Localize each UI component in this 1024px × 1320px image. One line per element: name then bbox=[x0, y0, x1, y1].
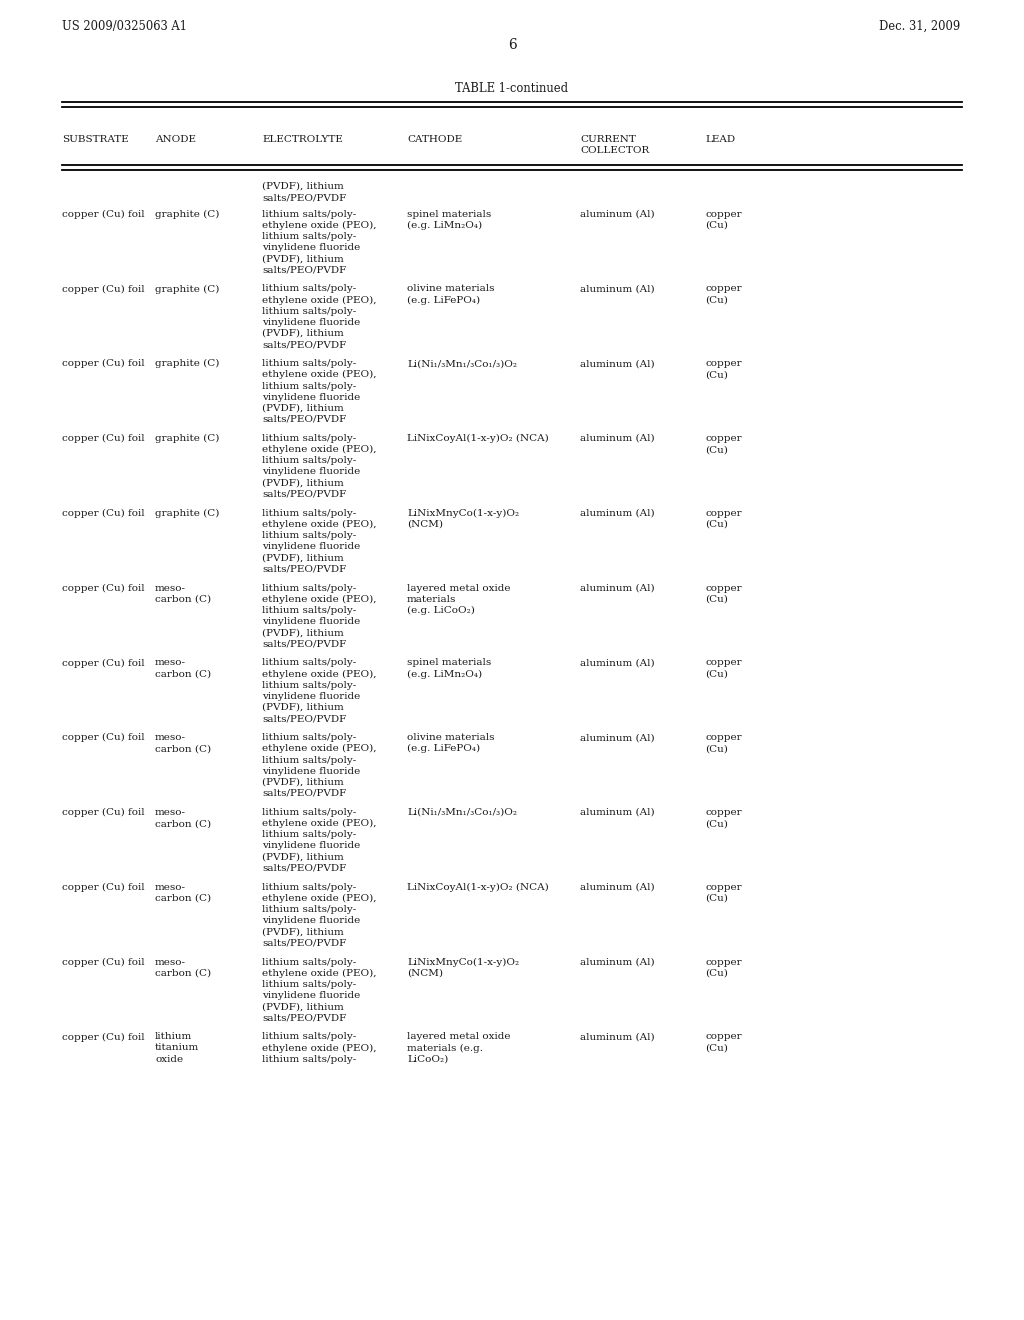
Text: copper
(Cu): copper (Cu) bbox=[705, 434, 741, 454]
Text: aluminum (Al): aluminum (Al) bbox=[580, 434, 654, 444]
Text: copper
(Cu): copper (Cu) bbox=[705, 883, 741, 903]
Text: copper (Cu) foil: copper (Cu) foil bbox=[62, 583, 144, 593]
Text: lithium salts/poly-
ethylene oxide (PEO),
lithium salts/poly-
vinylidene fluorid: lithium salts/poly- ethylene oxide (PEO)… bbox=[262, 508, 377, 573]
Text: copper (Cu) foil: copper (Cu) foil bbox=[62, 359, 144, 368]
Text: LiNixMnyCo(1-x-y)O₂
(NCM): LiNixMnyCo(1-x-y)O₂ (NCM) bbox=[407, 508, 519, 529]
Text: copper (Cu) foil: copper (Cu) foil bbox=[62, 434, 144, 444]
Text: meso-
carbon (C): meso- carbon (C) bbox=[155, 808, 211, 828]
Text: TABLE 1-continued: TABLE 1-continued bbox=[456, 82, 568, 95]
Text: 6: 6 bbox=[508, 38, 516, 51]
Text: lithium salts/poly-
ethylene oxide (PEO),
lithium salts/poly-
vinylidene fluorid: lithium salts/poly- ethylene oxide (PEO)… bbox=[262, 583, 377, 648]
Text: ANODE: ANODE bbox=[155, 135, 196, 144]
Text: copper
(Cu): copper (Cu) bbox=[705, 359, 741, 379]
Text: lithium salts/poly-
ethylene oxide (PEO),
lithium salts/poly-
vinylidene fluorid: lithium salts/poly- ethylene oxide (PEO)… bbox=[262, 808, 377, 873]
Text: aluminum (Al): aluminum (Al) bbox=[580, 284, 654, 293]
Text: aluminum (Al): aluminum (Al) bbox=[580, 808, 654, 817]
Text: copper
(Cu): copper (Cu) bbox=[705, 583, 741, 603]
Text: aluminum (Al): aluminum (Al) bbox=[580, 583, 654, 593]
Text: aluminum (Al): aluminum (Al) bbox=[580, 733, 654, 742]
Text: aluminum (Al): aluminum (Al) bbox=[580, 659, 654, 668]
Text: copper (Cu) foil: copper (Cu) foil bbox=[62, 659, 144, 668]
Text: Li(Ni₁/₃Mn₁/₃Co₁/₃)O₂: Li(Ni₁/₃Mn₁/₃Co₁/₃)O₂ bbox=[407, 359, 517, 368]
Text: CATHODE: CATHODE bbox=[407, 135, 462, 144]
Text: graphite (C): graphite (C) bbox=[155, 284, 219, 293]
Text: aluminum (Al): aluminum (Al) bbox=[580, 883, 654, 892]
Text: lithium salts/poly-
ethylene oxide (PEO),
lithium salts/poly-
vinylidene fluorid: lithium salts/poly- ethylene oxide (PEO)… bbox=[262, 434, 377, 499]
Text: aluminum (Al): aluminum (Al) bbox=[580, 957, 654, 966]
Text: layered metal oxide
materials (e.g.
LiCoO₂): layered metal oxide materials (e.g. LiCo… bbox=[407, 1032, 511, 1064]
Text: graphite (C): graphite (C) bbox=[155, 508, 219, 517]
Text: meso-
carbon (C): meso- carbon (C) bbox=[155, 957, 211, 978]
Text: graphite (C): graphite (C) bbox=[155, 210, 219, 219]
Text: copper (Cu) foil: copper (Cu) foil bbox=[62, 210, 144, 219]
Text: meso-
carbon (C): meso- carbon (C) bbox=[155, 883, 211, 903]
Text: olivine materials
(e.g. LiFePO₄): olivine materials (e.g. LiFePO₄) bbox=[407, 284, 495, 305]
Text: lithium salts/poly-
ethylene oxide (PEO),
lithium salts/poly-
vinylidene fluorid: lithium salts/poly- ethylene oxide (PEO)… bbox=[262, 659, 377, 723]
Text: SUBSTRATE: SUBSTRATE bbox=[62, 135, 129, 144]
Text: copper
(Cu): copper (Cu) bbox=[705, 733, 741, 754]
Text: lithium salts/poly-
ethylene oxide (PEO),
lithium salts/poly-
vinylidene fluorid: lithium salts/poly- ethylene oxide (PEO)… bbox=[262, 883, 377, 948]
Text: graphite (C): graphite (C) bbox=[155, 434, 219, 444]
Text: lithium salts/poly-
ethylene oxide (PEO),
lithium salts/poly-
vinylidene fluorid: lithium salts/poly- ethylene oxide (PEO)… bbox=[262, 359, 377, 424]
Text: LiNixMnyCo(1-x-y)O₂
(NCM): LiNixMnyCo(1-x-y)O₂ (NCM) bbox=[407, 957, 519, 978]
Text: meso-
carbon (C): meso- carbon (C) bbox=[155, 733, 211, 754]
Text: copper (Cu) foil: copper (Cu) foil bbox=[62, 284, 144, 293]
Text: copper
(Cu): copper (Cu) bbox=[705, 659, 741, 678]
Text: LiNixCoyAl(1-x-y)O₂ (NCA): LiNixCoyAl(1-x-y)O₂ (NCA) bbox=[407, 883, 549, 892]
Text: copper (Cu) foil: copper (Cu) foil bbox=[62, 808, 144, 817]
Text: graphite (C): graphite (C) bbox=[155, 359, 219, 368]
Text: aluminum (Al): aluminum (Al) bbox=[580, 508, 654, 517]
Text: copper
(Cu): copper (Cu) bbox=[705, 284, 741, 305]
Text: meso-
carbon (C): meso- carbon (C) bbox=[155, 659, 211, 678]
Text: meso-
carbon (C): meso- carbon (C) bbox=[155, 583, 211, 603]
Text: olivine materials
(e.g. LiFePO₄): olivine materials (e.g. LiFePO₄) bbox=[407, 733, 495, 754]
Text: LEAD: LEAD bbox=[705, 135, 735, 144]
Text: spinel materials
(e.g. LiMn₂O₄): spinel materials (e.g. LiMn₂O₄) bbox=[407, 210, 492, 230]
Text: lithium salts/poly-
ethylene oxide (PEO),
lithium salts/poly-: lithium salts/poly- ethylene oxide (PEO)… bbox=[262, 1032, 377, 1064]
Text: lithium salts/poly-
ethylene oxide (PEO),
lithium salts/poly-
vinylidene fluorid: lithium salts/poly- ethylene oxide (PEO)… bbox=[262, 210, 377, 275]
Text: (PVDF), lithium
salts/PEO/PVDF: (PVDF), lithium salts/PEO/PVDF bbox=[262, 182, 346, 202]
Text: copper
(Cu): copper (Cu) bbox=[705, 1032, 741, 1052]
Text: copper (Cu) foil: copper (Cu) foil bbox=[62, 508, 144, 517]
Text: copper
(Cu): copper (Cu) bbox=[705, 808, 741, 828]
Text: aluminum (Al): aluminum (Al) bbox=[580, 359, 654, 368]
Text: spinel materials
(e.g. LiMn₂O₄): spinel materials (e.g. LiMn₂O₄) bbox=[407, 659, 492, 678]
Text: lithium salts/poly-
ethylene oxide (PEO),
lithium salts/poly-
vinylidene fluorid: lithium salts/poly- ethylene oxide (PEO)… bbox=[262, 284, 377, 348]
Text: layered metal oxide
materials
(e.g. LiCoO₂): layered metal oxide materials (e.g. LiCo… bbox=[407, 583, 511, 615]
Text: Dec. 31, 2009: Dec. 31, 2009 bbox=[879, 20, 961, 33]
Text: copper (Cu) foil: copper (Cu) foil bbox=[62, 733, 144, 742]
Text: US 2009/0325063 A1: US 2009/0325063 A1 bbox=[62, 20, 187, 33]
Text: ELECTROLYTE: ELECTROLYTE bbox=[262, 135, 343, 144]
Text: aluminum (Al): aluminum (Al) bbox=[580, 210, 654, 219]
Text: Li(Ni₁/₃Mn₁/₃Co₁/₃)O₂: Li(Ni₁/₃Mn₁/₃Co₁/₃)O₂ bbox=[407, 808, 517, 817]
Text: CURRENT
COLLECTOR: CURRENT COLLECTOR bbox=[580, 135, 649, 154]
Text: LiNixCoyAl(1-x-y)O₂ (NCA): LiNixCoyAl(1-x-y)O₂ (NCA) bbox=[407, 434, 549, 444]
Text: copper
(Cu): copper (Cu) bbox=[705, 210, 741, 230]
Text: copper (Cu) foil: copper (Cu) foil bbox=[62, 1032, 144, 1041]
Text: lithium
titanium
oxide: lithium titanium oxide bbox=[155, 1032, 200, 1064]
Text: copper
(Cu): copper (Cu) bbox=[705, 508, 741, 529]
Text: lithium salts/poly-
ethylene oxide (PEO),
lithium salts/poly-
vinylidene fluorid: lithium salts/poly- ethylene oxide (PEO)… bbox=[262, 733, 377, 797]
Text: copper (Cu) foil: copper (Cu) foil bbox=[62, 883, 144, 892]
Text: copper (Cu) foil: copper (Cu) foil bbox=[62, 957, 144, 966]
Text: lithium salts/poly-
ethylene oxide (PEO),
lithium salts/poly-
vinylidene fluorid: lithium salts/poly- ethylene oxide (PEO)… bbox=[262, 957, 377, 1022]
Text: aluminum (Al): aluminum (Al) bbox=[580, 1032, 654, 1041]
Text: copper
(Cu): copper (Cu) bbox=[705, 957, 741, 978]
